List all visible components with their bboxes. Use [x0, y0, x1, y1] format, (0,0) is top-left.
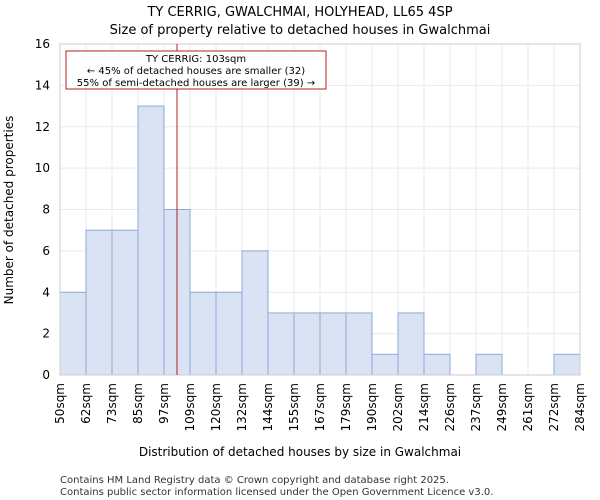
- bar-132sqm: [241, 250, 269, 376]
- y-tick-label: 12: [35, 120, 50, 134]
- bar-120sqm: [215, 291, 243, 376]
- bar-237sqm: [475, 353, 503, 376]
- footer-line-1: Contains HM Land Registry data © Crown c…: [60, 475, 449, 486]
- bars: [59, 105, 581, 376]
- x-tick-label: 85sqm: [131, 383, 145, 424]
- bar-190sqm: [371, 353, 399, 376]
- x-tick-label: 132sqm: [235, 383, 249, 431]
- x-tick-labels: 50sqm 62sqm 73sqm 85sqm 97sqm 109sqm 120sqm 132…: [53, 383, 587, 431]
- chart-title: TY CERRIG, GWALCHMAI, HOLYHEAD, LL65 4SP: [146, 5, 452, 20]
- x-tick-label: 155sqm: [287, 383, 301, 431]
- y-tick-label: 2: [42, 327, 50, 341]
- bar-144sqm: [267, 312, 295, 376]
- bar-179sqm: [345, 312, 373, 376]
- bar-155sqm: [293, 312, 321, 376]
- y-tick-label: 8: [42, 203, 50, 217]
- x-tick-label: 272sqm: [547, 383, 561, 431]
- y-tick-label: 0: [42, 368, 50, 382]
- y-tick-label: 4: [42, 285, 50, 299]
- x-tick-label: 62sqm: [79, 383, 93, 424]
- x-tick-label: 249sqm: [495, 383, 509, 431]
- y-tick-label: 14: [35, 78, 50, 92]
- x-axis-label: Distribution of detached houses by size …: [139, 445, 461, 459]
- x-tick-label: 73sqm: [105, 383, 119, 424]
- bar-85sqm: [137, 105, 165, 376]
- x-tick-label: 190sqm: [365, 383, 379, 431]
- y-tick-label: 10: [35, 161, 50, 175]
- y-tick-label: 6: [42, 244, 50, 258]
- x-tick-label: 179sqm: [339, 383, 353, 431]
- chart-subtitle: Size of property relative to detached ho…: [110, 23, 491, 38]
- x-tick-label: 144sqm: [261, 383, 275, 431]
- annotation-line-1: TY CERRIG: 103sqm: [145, 54, 246, 65]
- bar-167sqm: [319, 312, 347, 376]
- footer-line-2: Contains public sector information licen…: [60, 487, 493, 498]
- y-tick-labels: 0 2 4 6 8 10 12 14 16: [35, 37, 50, 382]
- x-tick-label: 214sqm: [417, 383, 431, 431]
- bar-214sqm: [423, 353, 451, 376]
- x-tick-label: 167sqm: [313, 383, 327, 431]
- plot-frame: [59, 43, 581, 376]
- x-tick-label: 284sqm: [573, 383, 587, 431]
- x-tick-label: 120sqm: [209, 383, 223, 431]
- annotation-line-3: 55% of semi-detached houses are larger (…: [77, 78, 315, 89]
- x-tick-label: 50sqm: [53, 383, 67, 424]
- x-tick-label: 202sqm: [391, 383, 405, 431]
- x-tick-label: 237sqm: [469, 383, 483, 431]
- bar-109sqm: [189, 291, 217, 376]
- x-tick-label: 226sqm: [443, 383, 457, 431]
- bar-62sqm: [85, 229, 113, 376]
- bar-272sqm: [553, 353, 581, 376]
- bar-50sqm: [59, 291, 87, 376]
- annotation-line-2: ← 45% of detached houses are smaller (32…: [87, 66, 305, 77]
- y-axis-label: Number of detached properties: [2, 116, 16, 305]
- x-tick-label: 97sqm: [157, 383, 171, 424]
- annotation-box: [65, 50, 327, 90]
- bar-202sqm: [397, 312, 425, 376]
- x-tick-label: 261sqm: [521, 383, 535, 431]
- x-tick-label: 109sqm: [183, 383, 197, 431]
- y-tick-label: 16: [35, 37, 50, 51]
- bar-73sqm: [111, 229, 139, 376]
